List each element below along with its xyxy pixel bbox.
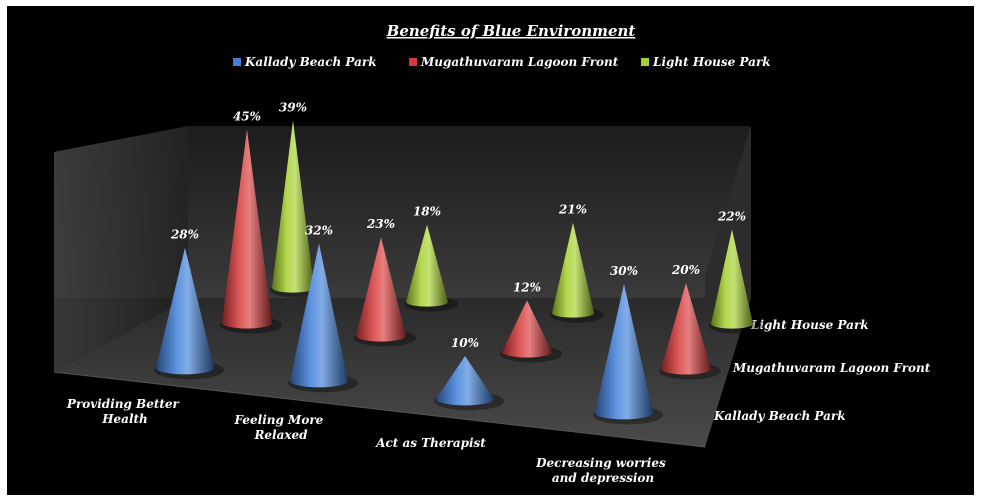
cone-mugathuvaram-lagoon-front-body (661, 283, 711, 375)
cone-kallady-beach-park-0: 28% (154, 228, 224, 380)
cone-light-house-park-body (711, 229, 753, 329)
cone-mugathuvaram-lagoon-front-3: 20% (659, 263, 721, 380)
cone-light-house-park-body (406, 224, 448, 307)
floor-front-edge (53, 371, 706, 448)
category-label-3: Decreasing worries and depression (535, 456, 670, 485)
chart-marks: 39% 18% 21% 22% 45% 23% 12% 20% 28% 32% 10% 30% (154, 100, 763, 425)
cone-mugathuvaram-lagoon-front-0: 45% (220, 110, 282, 334)
depth-axis: Light House Park Mugathuvaram Lagoon Fro… (713, 318, 931, 423)
category-label-2: Act as Therapist (375, 436, 486, 450)
cone-kallady-beach-park-body (595, 284, 653, 420)
cone-light-house-park-body (272, 120, 314, 293)
cone-mugathuvaram-lagoon-front-body (356, 237, 406, 342)
cone-kallady-beach-park-3: 30% (593, 264, 663, 425)
plot-walls (53, 126, 751, 448)
cone-kallady-beach-park-body (290, 243, 348, 388)
category-label-1: Feeling More Relaxed (234, 413, 328, 442)
data-label-light-house-park-3: 22% (717, 209, 746, 223)
cone-light-house-park-3: 22% (709, 209, 763, 334)
cone-mugathuvaram-lagoon-front-2: 12% (500, 280, 562, 363)
data-label-mugathuvaram-lagoon-front-2: 12% (513, 280, 541, 294)
cone-kallady-beach-park-2: 10% (434, 336, 504, 411)
cone-light-house-park-1: 18% (404, 205, 458, 312)
cone-light-house-park-2: 21% (550, 203, 604, 323)
cone-kallady-beach-park-1: 32% (288, 223, 358, 393)
left-wall (54, 126, 188, 372)
legend: Kallady Beach Park Mugathuvaram Lagoon F… (233, 55, 771, 69)
data-label-kallady-beach-park-2: 10% (451, 336, 479, 350)
cone-kallady-beach-park-body (436, 356, 494, 406)
legend-swatch-kallady (233, 58, 241, 66)
data-label-mugathuvaram-lagoon-front-3: 20% (671, 263, 700, 277)
chart-title: Benefits of Blue Environment (386, 22, 636, 40)
legend-swatch-mugathuvaram (409, 58, 417, 66)
depth-label-mugathuvaram: Mugathuvaram Lagoon Front (732, 361, 931, 375)
data-label-light-house-park-1: 18% (413, 205, 441, 219)
legend-label-lighthouse: Light House Park (652, 55, 771, 69)
data-label-kallady-beach-park-3: 30% (610, 264, 638, 278)
legend-swatch-lighthouse (641, 58, 649, 66)
chart-frame: Benefits of Blue Environment Kallady Bea… (7, 6, 974, 495)
category-label-0: Providing Better Health (66, 397, 183, 426)
depth-label-kallady: Kallady Beach Park (713, 409, 846, 423)
cone-light-house-park-body (552, 222, 594, 318)
cone-mugathuvaram-lagoon-front-body (502, 300, 552, 358)
chart-canvas: Benefits of Blue Environment Kallady Bea… (53, 22, 931, 485)
cone-kallady-beach-park-body (156, 247, 214, 375)
floor (54, 298, 751, 447)
category-axis: Providing Better Health Feeling More Rel… (66, 397, 670, 485)
data-label-kallady-beach-park-1: 32% (305, 223, 333, 237)
legend-label-mugathuvaram: Mugathuvaram Lagoon Front (420, 55, 619, 69)
data-label-light-house-park-2: 21% (558, 203, 587, 217)
data-label-mugathuvaram-lagoon-front-1: 23% (366, 217, 395, 231)
data-label-light-house-park-0: 39% (279, 100, 307, 114)
data-label-mugathuvaram-lagoon-front-0: 45% (233, 110, 261, 124)
legend-label-kallady: Kallady Beach Park (244, 55, 377, 69)
depth-label-lighthouse: Light House Park (750, 318, 869, 332)
cone-mugathuvaram-lagoon-front-body (222, 129, 272, 329)
data-label-kallady-beach-park-0: 28% (170, 228, 199, 242)
cone-mugathuvaram-lagoon-front-1: 23% (354, 217, 416, 347)
